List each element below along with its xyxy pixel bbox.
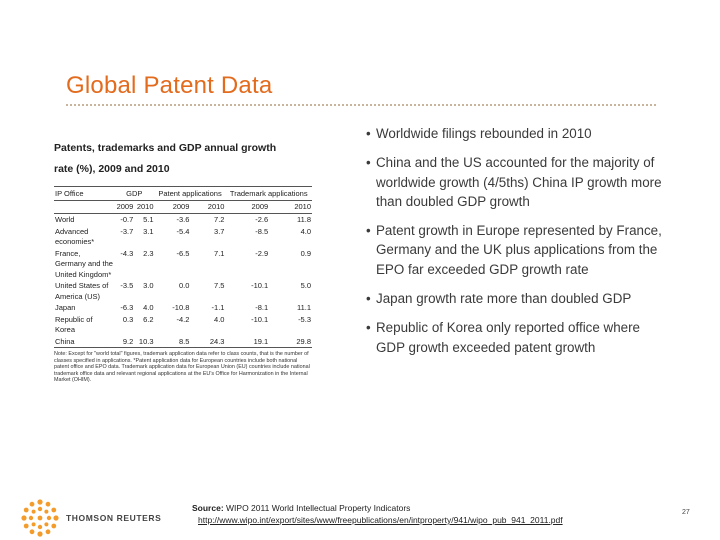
cell-value: 8.5 bbox=[154, 335, 191, 348]
cell-value: 2.3 bbox=[143, 248, 154, 258]
cell-value: -6.3 bbox=[120, 303, 134, 312]
source-label: Source: bbox=[192, 503, 224, 513]
cell-value: 5.1 bbox=[143, 215, 154, 224]
row-label: Japan bbox=[55, 303, 76, 312]
cell-value: 7.5 bbox=[214, 281, 225, 290]
cell-value: -3.7 bbox=[120, 226, 134, 236]
col-patent-applications: Patent applications bbox=[154, 186, 226, 201]
cell-value: -5.4 bbox=[176, 226, 190, 236]
row-label: Republic of Korea bbox=[55, 314, 93, 335]
cell-value: 29.8 bbox=[269, 335, 312, 348]
page-number: 27 bbox=[682, 509, 690, 516]
table-row: Republic of Korea 0.3 6.2 -4.2 4.0 -10.1… bbox=[54, 314, 312, 336]
bullet-text: Worldwide filings rebounded in 2010 bbox=[376, 126, 592, 141]
cell-value: 0.3 bbox=[122, 314, 134, 324]
growth-table-figure: Patents, trademarks and GDP annual growt… bbox=[54, 138, 312, 384]
cell-value: 3.7 bbox=[214, 226, 225, 236]
table-heading-line1: Patents, trademarks and GDP annual growt… bbox=[54, 142, 277, 154]
bullet-text: Japan growth rate more than doubled GDP bbox=[376, 291, 632, 307]
bullet-item: • Japan growth rate more than doubled GDP bbox=[366, 289, 666, 308]
table-heading: Patents, trademarks and GDP annual growt… bbox=[54, 138, 312, 180]
cell-value: -10.1 bbox=[251, 281, 269, 290]
year-header: 2009 bbox=[154, 200, 191, 214]
cell-value: -4.2 bbox=[176, 314, 190, 324]
bullet-list: • Worldwide filings rebounded in 2010 • Ch… bbox=[366, 124, 666, 367]
cell-value: 11.1 bbox=[296, 303, 311, 312]
cell-value: 7.1 bbox=[214, 248, 225, 258]
bullet-marker: • bbox=[366, 291, 371, 307]
cell-value: -2.9 bbox=[255, 248, 269, 258]
cell-value: -6.5 bbox=[176, 248, 190, 258]
cell-value: 10.3 bbox=[134, 335, 155, 348]
cell-value: -8.1 bbox=[255, 303, 269, 312]
table-row: United States of America (US) -3.5 3.0 0… bbox=[54, 280, 312, 302]
source-citation: Source: WIPO 2011 World Intellectual Pro… bbox=[192, 502, 563, 526]
cell-value: 6.2 bbox=[143, 314, 154, 324]
col-ip-office: IP Office bbox=[54, 186, 114, 201]
bullet-text: Republic of Korea only reported office w… bbox=[376, 320, 641, 355]
cell-value: -10.8 bbox=[172, 303, 190, 312]
cell-value: 3.1 bbox=[143, 226, 154, 236]
logo-dots-icon bbox=[21, 499, 59, 537]
bullet-marker: • bbox=[366, 155, 371, 171]
cell-value: -5.3 bbox=[298, 314, 311, 324]
logo-text: THOMSON REUTERS bbox=[66, 513, 162, 523]
cell-value: 24.3 bbox=[190, 335, 226, 348]
cell-value: 4.0 bbox=[143, 303, 154, 312]
table-notes: Note: Except for "world total" figures, … bbox=[54, 351, 310, 384]
row-label: China bbox=[54, 335, 114, 348]
table-row: China 9.2 10.3 8.5 24.3 19.1 29.8 bbox=[54, 335, 312, 348]
table-row: Japan -6.3 4.0 -10.8 -1.1 -8.1 11.1 bbox=[54, 302, 312, 314]
row-label: World bbox=[55, 215, 75, 224]
title-divider bbox=[66, 104, 656, 106]
table-row: Advanced economies* -3.7 3.1 -5.4 3.7 -8… bbox=[54, 226, 312, 248]
cell-value: 0.9 bbox=[300, 248, 311, 258]
cell-value: 11.8 bbox=[296, 215, 311, 224]
table-row: World -0.7 5.1 -3.6 7.2 -2.6 11.8 bbox=[54, 214, 312, 226]
year-header: 2010 bbox=[190, 200, 226, 214]
year-header: 2010 bbox=[134, 200, 155, 214]
col-gdp: GDP bbox=[114, 186, 155, 201]
cell-value: -2.6 bbox=[255, 215, 269, 224]
cell-value: 3.0 bbox=[143, 281, 154, 290]
growth-table: IP Office GDP Patent applications Tradem… bbox=[54, 186, 312, 348]
year-header: 2009 bbox=[225, 200, 270, 214]
bullet-marker: • bbox=[366, 126, 371, 141]
year-header: 2009 bbox=[114, 200, 135, 214]
thomson-reuters-logo: THOMSON REUTERS bbox=[20, 498, 161, 538]
bullet-marker: • bbox=[366, 223, 371, 239]
cell-value: -3.6 bbox=[176, 215, 190, 224]
cell-value: 19.1 bbox=[225, 335, 270, 348]
col-trademark-applications: Trademark applications bbox=[225, 186, 312, 201]
cell-value: -8.5 bbox=[255, 226, 269, 236]
year-header: 2010 bbox=[269, 200, 312, 214]
cell-value: -4.3 bbox=[120, 248, 134, 258]
row-label: United States of America (US) bbox=[55, 281, 109, 301]
cell-value: 4.0 bbox=[214, 314, 225, 324]
cell-value: -10.1 bbox=[251, 314, 269, 324]
table-row: France, Germany and the United Kingdom* … bbox=[54, 248, 312, 281]
bullet-item: • Republic of Korea only reported office … bbox=[366, 318, 666, 357]
bullet-item: • Patent growth in Europe represented by … bbox=[366, 221, 666, 279]
cell-value: -0.7 bbox=[120, 215, 134, 224]
bullet-item: • Worldwide filings rebounded in 2010 bbox=[366, 124, 666, 143]
cell-value: 7.2 bbox=[214, 215, 225, 224]
table-heading-line2: rate (%), 2009 and 2010 bbox=[54, 163, 170, 175]
row-label: France, Germany and the United Kingdom* bbox=[55, 248, 113, 279]
table-body: World -0.7 5.1 -3.6 7.2 -2.6 11.8 Advanc… bbox=[54, 214, 312, 348]
cell-value: -3.5 bbox=[120, 281, 134, 290]
slide-title: Global Patent Data bbox=[66, 72, 273, 99]
cell-value: 5.0 bbox=[300, 281, 311, 290]
cell-value: 9.2 bbox=[114, 335, 135, 348]
cell-value: 4.0 bbox=[300, 226, 311, 236]
cell-value: 0.0 bbox=[178, 281, 190, 290]
cell-value: -1.1 bbox=[211, 303, 225, 312]
bullet-marker: • bbox=[366, 320, 371, 336]
source-link[interactable]: http://www.wipo.int/export/sites/www/fre… bbox=[198, 515, 563, 525]
row-label: Advanced economies* bbox=[55, 226, 95, 247]
bullet-item: • China and the US accounted for the majo… bbox=[366, 153, 666, 211]
bullet-text: China and the US accounted for the major… bbox=[376, 155, 662, 209]
bullet-text: Patent growth in Europe represented by F… bbox=[376, 223, 662, 277]
source-text: WIPO 2011 World Intellectual Property In… bbox=[226, 503, 411, 513]
